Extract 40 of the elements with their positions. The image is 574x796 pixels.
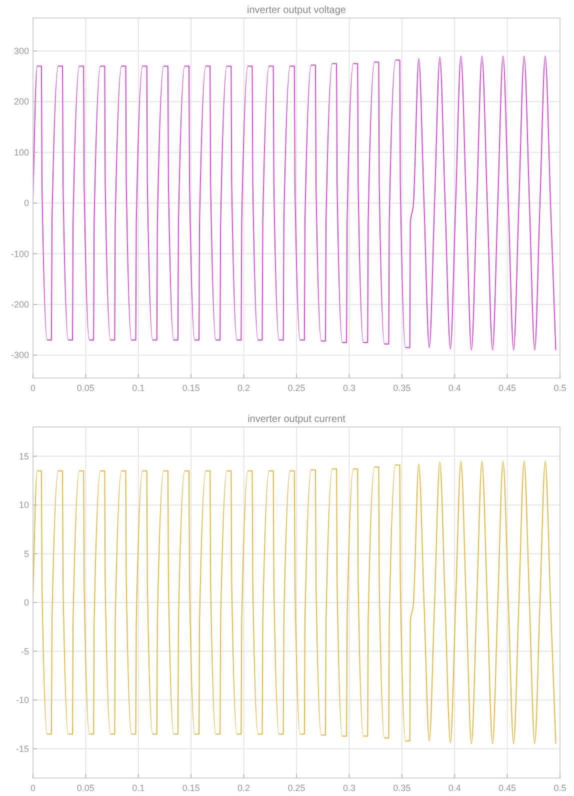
x-tick-label: 0.15 [182,383,200,393]
x-tick-label: 0.5 [554,383,566,393]
y-tick-label: 10 [18,500,29,510]
y-tick-label: 5 [24,548,29,559]
y-tick-label: 0 [24,198,29,208]
x-tick-label: 0.3 [342,783,356,793]
x-tick-label: 0.2 [238,783,250,793]
x-tick-label: 0 [30,783,36,793]
x-tick-label: 0.2 [238,383,250,393]
chart-title: inverter output current [248,414,346,425]
x-tick-label: 0.1 [132,383,145,393]
y-tick-label: 100 [14,147,29,158]
line-series [32,460,556,744]
x-tick-label: 0.4 [448,783,461,793]
x-tick-label: 0.05 [76,383,94,393]
line-series [32,56,556,351]
x-tick-label: 0.4 [448,383,461,393]
x-tick-label: 0.1 [132,783,145,793]
x-tick-label: 0.3 [342,383,356,393]
x-tick-label: 0.25 [288,783,306,793]
y-tick-label: -5 [20,646,29,656]
x-tick-label: 0.35 [393,783,411,793]
y-tick-label: -10 [16,695,29,705]
x-tick-label: 0.45 [498,783,516,793]
x-tick-label: 0.5 [554,783,566,793]
y-tick-label: -300 [10,350,29,360]
y-tick-label: 200 [14,96,29,107]
x-tick-label: 0.25 [288,383,306,393]
x-tick-label: 0 [30,383,36,393]
y-tick-label: -15 [16,744,29,754]
y-tick-label: 300 [14,46,29,56]
y-tick-label: -100 [10,248,29,259]
y-tick-label: 0 [24,598,29,608]
y-tick-label: -200 [10,299,29,310]
x-tick-label: 0.05 [76,783,94,793]
chart-title: inverter output voltage [247,5,346,16]
x-tick-label: 0.45 [498,383,516,393]
x-tick-label: 0.35 [393,383,411,393]
x-tick-label: 0.15 [182,783,200,793]
y-tick-label: 15 [18,451,29,462]
